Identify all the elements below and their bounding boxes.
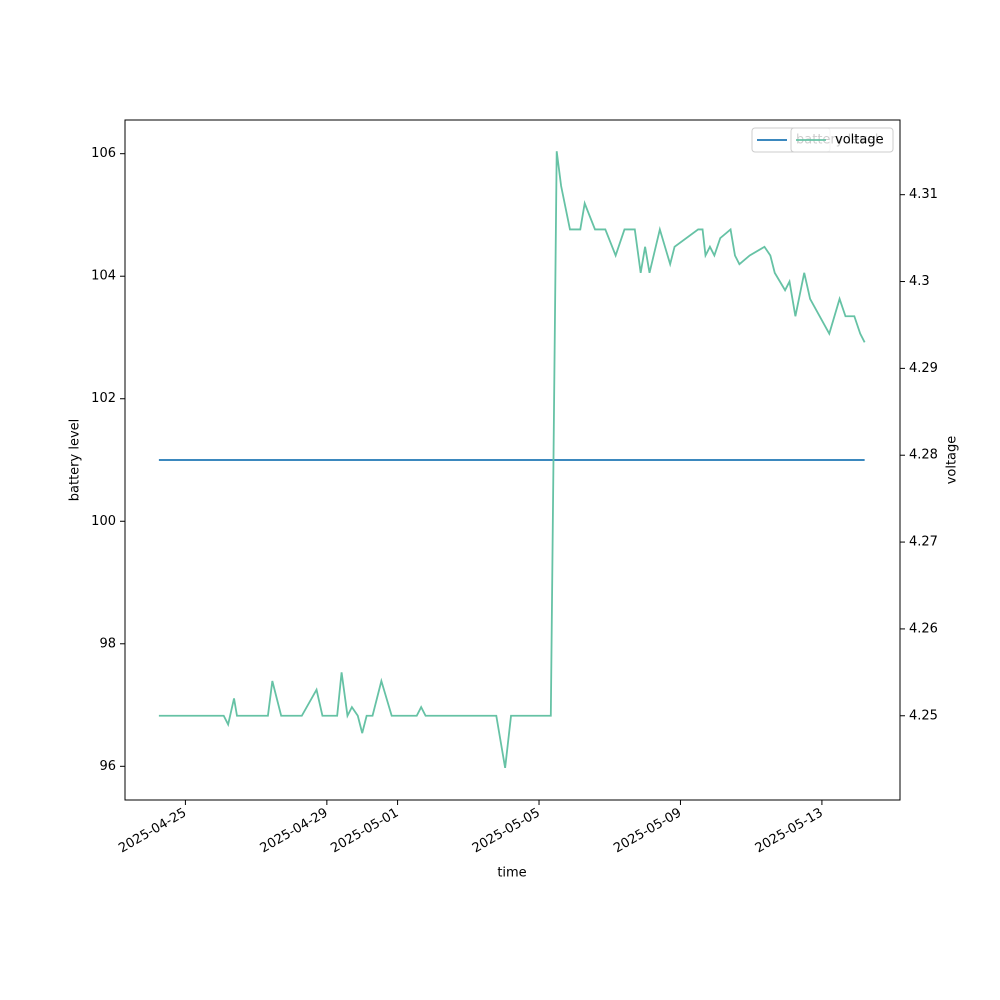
line-series <box>158 151 866 769</box>
x-axis-label: time <box>497 866 526 881</box>
y2-tick-label: 4.25 <box>909 708 938 723</box>
legend-box <box>790 127 894 153</box>
y2-tick-label: 4.31 <box>909 187 938 202</box>
y2-tick-label: 4.27 <box>909 535 938 550</box>
legend-label: voltage <box>835 133 884 148</box>
y2-tick-label: 4.3 <box>909 274 930 289</box>
y-tick-label: 98 <box>99 636 116 651</box>
y2-tick-label: 4.26 <box>909 621 938 636</box>
y-axis-label: battery level <box>68 419 83 502</box>
y2-tick-label: 4.29 <box>909 361 938 376</box>
y-tick-label: 102 <box>91 391 116 406</box>
y-tick-label: 96 <box>99 759 116 774</box>
plot-frame <box>124 119 901 801</box>
legend: voltage <box>790 127 894 153</box>
y-tick-label: 106 <box>91 146 116 161</box>
y-tick-label: 100 <box>91 514 116 529</box>
y2-tick-label: 4.28 <box>909 448 938 463</box>
y-tick-label: 104 <box>91 269 116 284</box>
y2-axis-label: voltage <box>945 436 960 485</box>
